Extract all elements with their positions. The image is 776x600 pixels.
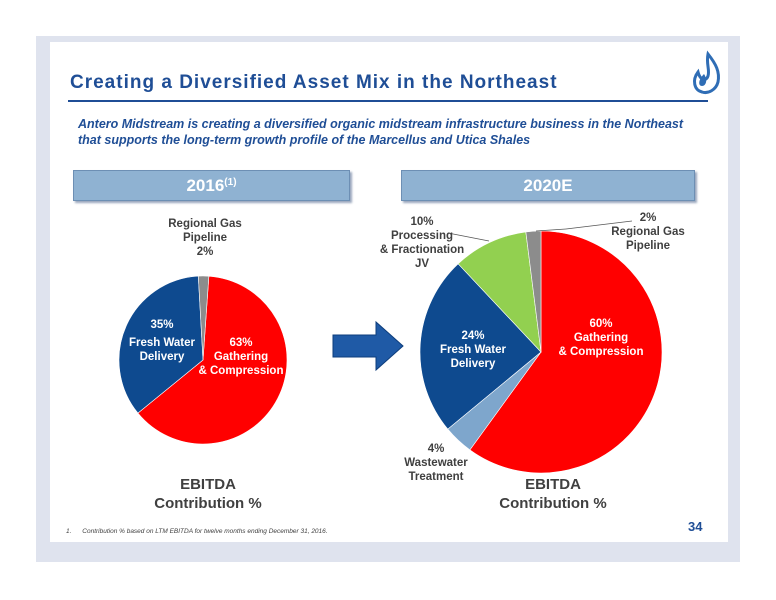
pie-slice-gathering-compression [137, 275, 288, 445]
footnote-number: 1. [66, 528, 72, 535]
pie-slice-processing-fractionation-jv [457, 231, 542, 353]
leader-line-regional-2020-b [565, 220, 633, 230]
caption-2020e: EBITDA Contribution % [483, 475, 623, 513]
label-text: Delivery [139, 351, 185, 363]
label-pct: 10% [410, 216, 434, 228]
banner-2016: 2016(1) [73, 170, 350, 201]
page-number: 34 [688, 519, 703, 534]
footnote: 1. Contribution % based on LTM EBITDA fo… [66, 528, 328, 535]
caption-2016: EBITDA Contribution % [138, 475, 278, 513]
label-2016-regional: Regional Gas Pipeline 2% [156, 217, 254, 259]
label-text: Gathering [573, 332, 629, 344]
label-text: Fresh Water [128, 337, 196, 349]
banner-2020e: 2020E [401, 170, 695, 201]
leader-line-processing [447, 232, 490, 242]
label-text: Delivery [450, 358, 496, 370]
label-2020-fresh-water: 24% Fresh Water Delivery [428, 329, 518, 371]
label-text: Wastewater [404, 457, 468, 469]
label-2020-gathering: 60% Gathering & Compression [553, 317, 649, 359]
label-pct: 2% [196, 246, 214, 258]
label-text: & Fractionation [379, 244, 465, 256]
label-text: Regional Gas [611, 226, 685, 238]
label-text: JV [414, 258, 430, 270]
label-text: Processing [391, 230, 453, 242]
pie-slice-fresh-water-delivery [419, 263, 542, 430]
footnote-text: Contribution % based on LTM EBITDA for t… [82, 528, 328, 535]
caption-line: EBITDA [525, 476, 581, 493]
label-pct: 2% [639, 212, 657, 224]
slide-title: Creating a Diversified Asset Mix in the … [70, 72, 558, 93]
label-2016-fresh-water: 35% Fresh Water Delivery [122, 318, 202, 364]
pie-slice-regional-gas-pipeline [197, 275, 210, 361]
label-text: Treatment [408, 471, 464, 483]
title-divider [68, 100, 708, 102]
label-2020-wastewater: 4% Wastewater Treatment [396, 442, 476, 484]
caption-line: Contribution % [154, 495, 262, 512]
banner-2016-label: 2016 [186, 176, 225, 195]
label-2020-regional: 2% Regional Gas Pipeline [598, 211, 698, 253]
label-text: & Compression [558, 346, 644, 358]
slide-subtitle: Antero Midstream is creating a diversifi… [78, 117, 684, 147]
label-text: Pipeline [182, 232, 228, 244]
label-text: Pipeline [625, 240, 671, 252]
label-pct: 35% [150, 319, 174, 331]
label-text: Regional Gas [168, 218, 242, 230]
label-pct: 4% [427, 443, 445, 455]
caption-line: EBITDA [180, 476, 236, 493]
pie-chart-2016 [118, 275, 288, 445]
label-2020-processing: 10% Processing & Fractionation JV [372, 215, 472, 271]
label-text: Gathering [213, 351, 269, 363]
company-logo-icon [693, 50, 720, 94]
pie-chart-2020e [419, 230, 663, 474]
banner-2016-footnote-ref: (1) [224, 177, 237, 188]
leader-line-regional-2020 [535, 228, 567, 232]
label-text: Fresh Water [439, 344, 507, 356]
label-text: & Compression [198, 365, 284, 377]
pie-slice-gathering-compression [469, 230, 663, 474]
banner-2020e-label: 2020E [523, 176, 573, 195]
label-pct: 63% [229, 337, 253, 349]
label-pct: 24% [461, 330, 485, 342]
caption-line: Contribution % [499, 495, 607, 512]
arrow-icon [332, 320, 404, 372]
pie-slice-fresh-water-delivery [118, 275, 204, 414]
label-pct: 60% [589, 318, 613, 330]
label-2016-gathering: 63% Gathering & Compression [191, 336, 291, 378]
